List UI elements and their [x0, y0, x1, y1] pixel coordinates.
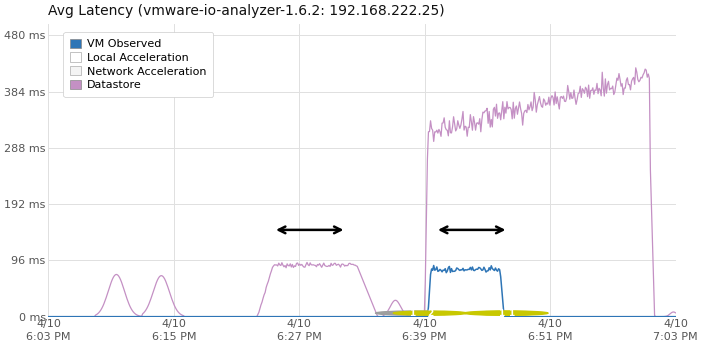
Text: 1: 1: [508, 309, 515, 318]
Circle shape: [465, 311, 538, 315]
Legend: VM Observed, Local Acceleration, Network Acceleration, Datastore: VM Observed, Local Acceleration, Network…: [63, 32, 213, 97]
Circle shape: [475, 311, 548, 315]
Text: 2: 2: [427, 309, 433, 318]
Text: 1: 1: [409, 309, 416, 318]
Text: 1: 1: [498, 309, 504, 318]
Text: Avg Latency (vmware-io-analyzer-1.6.2: 192.168.222.25): Avg Latency (vmware-io-analyzer-1.6.2: 1…: [48, 4, 445, 18]
Circle shape: [393, 311, 467, 315]
Circle shape: [376, 311, 449, 315]
